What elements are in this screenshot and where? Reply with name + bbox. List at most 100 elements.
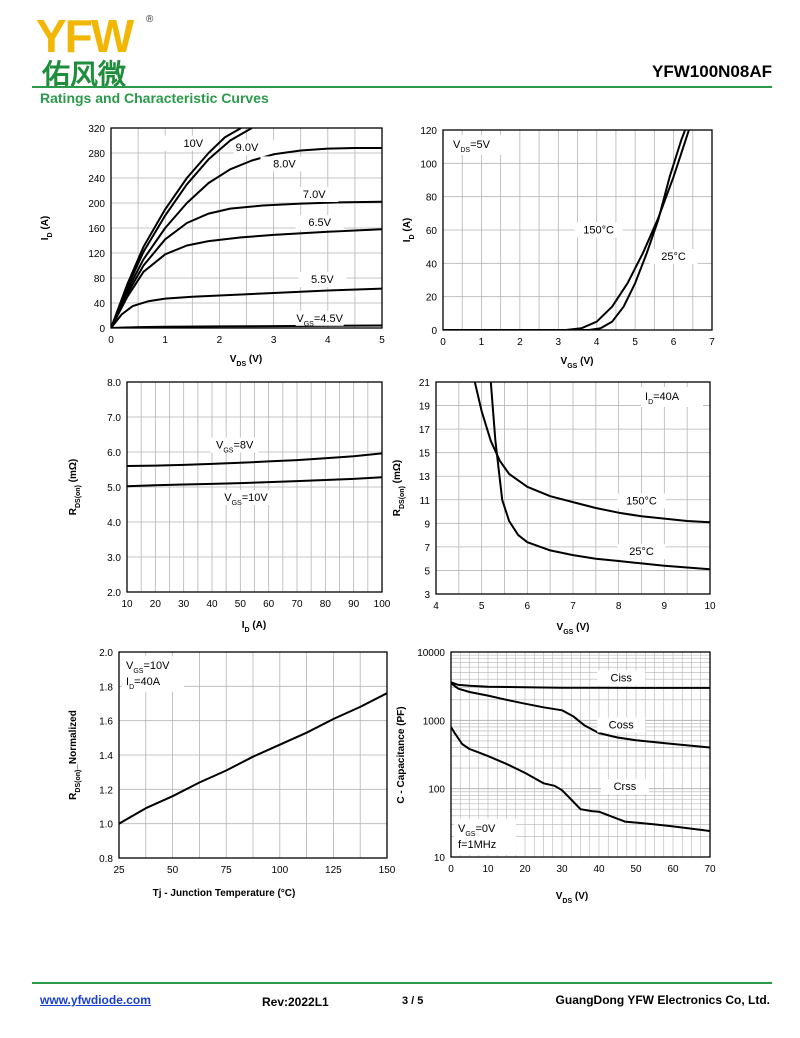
x-tick-label: 5 (479, 601, 485, 612)
y-tick-label: 2.0 (99, 648, 113, 659)
series-label-bg (597, 670, 646, 686)
y-tick-label: 3 (424, 590, 430, 601)
series-label-bg (290, 187, 339, 202)
x-tick-label: 20 (150, 599, 162, 610)
y-tick-label: 40 (426, 259, 438, 270)
y-tick-label: 5 (424, 566, 430, 577)
series-label: VGS=4.5V (296, 313, 343, 328)
series-label: 25°C (661, 251, 686, 263)
header-divider (32, 86, 772, 88)
y-tick-label: 17 (419, 425, 431, 436)
website-link[interactable]: www.yfwdiode.com (40, 993, 151, 1007)
series-line (111, 287, 382, 328)
y-tick-label: 0 (431, 326, 437, 337)
series-label: Ciss (611, 673, 633, 685)
series-line (451, 682, 710, 749)
y-tick-label: 1.8 (99, 682, 113, 693)
y-axis-label: RDS(on) (mΩ) (68, 459, 82, 516)
y-tick-label: 80 (426, 193, 438, 204)
series-line (111, 200, 382, 328)
y-axis-label: ID (A) (402, 218, 416, 243)
series-label-bg (295, 310, 344, 326)
series-label: 9.0V (236, 142, 259, 154)
logo-chinese: 佑风微 (41, 59, 126, 88)
annotation-bg (449, 135, 511, 155)
series-label: 8.0V (273, 158, 296, 170)
plot-frame (110, 127, 383, 329)
y-tick-label: 0 (99, 324, 105, 335)
x-tick-label: 0 (448, 864, 454, 875)
x-tick-label: 0 (108, 335, 114, 346)
chart-annotation: VGS=10V (126, 660, 170, 675)
x-tick-label: 1 (479, 337, 485, 348)
series-line (473, 382, 710, 524)
series-label-bg (295, 215, 344, 231)
y-tick-label: 100 (428, 785, 445, 796)
series-line (111, 128, 242, 328)
x-axis-label: ID (A) (242, 620, 267, 634)
x-tick-label: 50 (235, 599, 247, 610)
x-tick-label: 2 (517, 337, 523, 348)
y-axis-label: RDS(on) (mΩ) (392, 460, 406, 517)
x-tick-label: 25 (113, 865, 125, 876)
y-tick-label: 10 (434, 853, 446, 864)
x-tick-label: 60 (667, 864, 679, 875)
logo-mark: YFW (36, 10, 135, 62)
y-tick-label: 3.0 (107, 553, 121, 564)
y-tick-label: 4.0 (107, 518, 121, 529)
grid (435, 381, 711, 595)
x-tick-label: 1 (162, 335, 168, 346)
x-tick-label: 2 (217, 335, 223, 346)
series-label-bg (574, 222, 623, 238)
y-tick-label: 100 (420, 159, 437, 170)
annotation-bg (641, 387, 703, 407)
chart-annotation: VDS=5V (453, 139, 491, 154)
chart-rds-vs-id: 10 20 30 40 50 60 70 80 90 100 2.0 3.0 4.0 5.0 6.0 7.0 8… (68, 378, 391, 634)
x-tick-label: 150 (379, 865, 396, 876)
chart-annotation: ID=40A (645, 391, 680, 406)
series-label-bg (597, 717, 646, 733)
x-tick-label: 70 (704, 864, 716, 875)
series-line (119, 692, 387, 825)
series-label: 10V (184, 138, 204, 150)
x-axis-label: Tj - Junction Temperature (°C) (153, 888, 296, 899)
x-tick-label: 20 (519, 864, 531, 875)
y-tick-label: 9 (424, 519, 430, 530)
part-number: YFW100N08AF (652, 62, 772, 81)
y-tick-label: 21 (419, 378, 431, 389)
series-line (111, 147, 382, 328)
series-line (489, 382, 710, 571)
x-tick-label: 0 (440, 337, 446, 348)
x-tick-label: 60 (263, 599, 275, 610)
y-tick-label: 40 (94, 299, 106, 310)
series-label-bg (649, 249, 698, 264)
x-tick-label: 4 (325, 335, 331, 346)
chart-rds-norm-vs-tj: 25 50 75 100 125 150 0.8 1.0 1.2 1.4 1.6 1.8 2.0 Tj -… (68, 648, 396, 899)
plot-frame (126, 381, 383, 593)
chart-annotation: f=1MHz (458, 839, 496, 851)
series-label-bg (617, 493, 666, 509)
series-line (443, 130, 690, 330)
y-tick-label: 1.6 (99, 717, 113, 728)
registered-mark: ® (146, 14, 154, 25)
x-axis-label: VGS (V) (561, 356, 594, 370)
x-tick-label: 5 (379, 335, 385, 346)
annotation-bg (122, 656, 184, 692)
series-line (111, 128, 253, 328)
x-tick-label: 100 (374, 599, 391, 610)
annotation-bg (454, 819, 516, 855)
series-label-bg (233, 140, 282, 156)
series-line (127, 452, 382, 467)
y-tick-label: 200 (88, 199, 105, 210)
y-tick-label: 20 (426, 293, 438, 304)
x-tick-label: 10 (482, 864, 494, 875)
x-tick-label: 30 (178, 599, 190, 610)
y-axis-label: RDS(on)_Normalized (68, 710, 82, 800)
x-tick-label: 50 (167, 865, 179, 876)
chart-annotation: ID=40A (126, 676, 161, 691)
x-tick-label: 4 (433, 601, 439, 612)
series-label-bg (222, 490, 270, 505)
x-tick-label: 100 (271, 865, 288, 876)
x-tick-label: 6 (671, 337, 677, 348)
plot-frame (435, 381, 711, 595)
